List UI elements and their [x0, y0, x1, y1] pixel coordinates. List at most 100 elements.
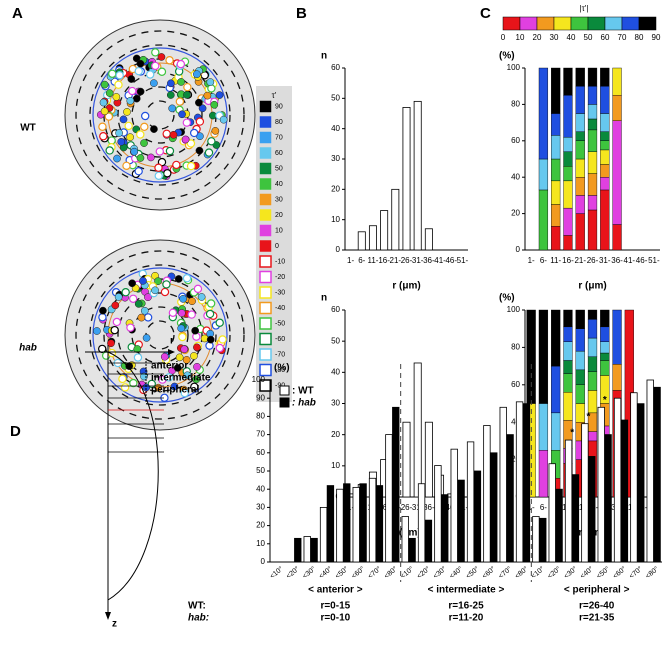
cell-dot — [107, 339, 115, 348]
x-tick-label: 1- — [528, 503, 535, 512]
cell-dot — [154, 163, 163, 172]
x-tick-label: 31- — [412, 503, 424, 512]
bar — [310, 537, 318, 563]
colorbar-swatch — [638, 16, 657, 31]
bar-segment — [538, 158, 549, 191]
bar — [555, 488, 563, 563]
bar-segment — [551, 135, 561, 160]
bar-segment — [600, 341, 610, 354]
bar-segment — [575, 328, 585, 352]
bar-segment — [587, 118, 598, 131]
colorbar-swatch — [259, 270, 272, 284]
bar-segment — [612, 95, 622, 121]
colorbar-label: 80 — [275, 119, 283, 126]
cell-dot — [98, 344, 107, 354]
bar-segment — [563, 309, 573, 328]
y-tick-label: 80 — [256, 412, 265, 421]
lens-outline — [107, 351, 159, 601]
cell-dot — [193, 343, 201, 352]
cell-dot — [136, 87, 145, 96]
bar-segment — [587, 209, 598, 251]
colorbar-label: -30 — [275, 289, 285, 296]
panel-letter: A — [12, 5, 23, 22]
cell-dot — [177, 309, 186, 317]
cell-dot — [147, 153, 155, 162]
bar-segment — [600, 113, 610, 132]
cell-dot — [165, 56, 174, 65]
colorbar-label: 20 — [533, 33, 542, 42]
colorbar-swatch — [259, 147, 272, 159]
bar-segment — [551, 158, 561, 182]
colorbar-label: 80 — [635, 33, 644, 42]
colorbar-swatch — [259, 286, 272, 299]
x-tick-label: 36- — [423, 256, 435, 265]
cell-dot — [164, 373, 174, 382]
x-tick-label: 46- — [445, 256, 457, 265]
x-tick-label: 16- — [562, 256, 574, 265]
bar-segment — [600, 176, 610, 191]
x-tick-label: 1- — [347, 503, 354, 512]
cell-dot — [168, 104, 177, 113]
y-tick-label: 40 — [511, 417, 520, 426]
region-label: anterior — [151, 361, 188, 372]
cell-dot — [140, 122, 149, 132]
bar-segment — [551, 67, 561, 114]
cell-dot — [180, 388, 189, 398]
cell-dot — [142, 334, 151, 342]
bar — [588, 456, 596, 563]
y-tick-label: 60 — [331, 63, 340, 72]
cell-dot — [140, 111, 150, 121]
bar-segment — [538, 189, 549, 251]
bar-segment — [563, 166, 573, 182]
y-tick-label: 80 — [511, 343, 520, 352]
y-tick-label: 60 — [331, 305, 340, 314]
genotype-label: hab — [19, 343, 37, 354]
bar — [294, 537, 302, 563]
y-tick-label: 40 — [331, 367, 340, 376]
bar — [357, 231, 366, 251]
y-tick-label: 0 — [516, 245, 521, 254]
bar — [466, 441, 475, 563]
x-tick-label: 6- — [358, 256, 365, 265]
colorbar-label: -40 — [275, 305, 285, 312]
colorbar-label: 40 — [275, 181, 283, 188]
y-axis-label: (%) — [274, 363, 290, 374]
bar-segment — [587, 371, 598, 391]
cell-dot — [128, 86, 137, 96]
cell-dot — [127, 75, 136, 83]
colorbar-label: 50 — [584, 33, 593, 42]
cell-dot — [165, 146, 175, 156]
significance-star: * — [587, 411, 591, 422]
bar-segment — [587, 356, 598, 372]
bar-segment — [575, 85, 585, 114]
x-tick-label: 16- — [378, 503, 390, 512]
bar-segment — [551, 365, 561, 414]
bar — [408, 537, 416, 563]
colorbar-swatch — [553, 16, 572, 31]
cell-dot — [93, 327, 101, 335]
bar — [548, 463, 556, 563]
bar-segment — [600, 149, 610, 165]
cell-dot — [206, 299, 216, 308]
cell-dot — [151, 286, 159, 295]
bar — [303, 536, 311, 563]
bar — [499, 406, 507, 563]
x-tick-label: 6- — [540, 503, 547, 512]
x-tick-label: 31- — [599, 256, 611, 265]
colorbar-swatch — [502, 16, 521, 31]
colorbar-label: -60 — [275, 336, 285, 343]
dashed-ring — [89, 44, 231, 186]
bar-segment — [563, 392, 573, 421]
y-tick-label: 60 — [511, 136, 520, 145]
bar-segment — [612, 67, 622, 96]
cell-dot — [207, 84, 216, 93]
cell-dot — [180, 345, 189, 354]
cell-dot — [128, 294, 138, 303]
cell-dot — [117, 138, 126, 146]
cell-dot — [190, 382, 199, 392]
cell-dot — [169, 130, 178, 139]
colorbar-label: 10 — [275, 227, 283, 234]
x-tick-label: 1- — [347, 256, 354, 265]
x-tick-label: 26- — [587, 256, 599, 265]
colorbar-swatch — [259, 255, 272, 268]
